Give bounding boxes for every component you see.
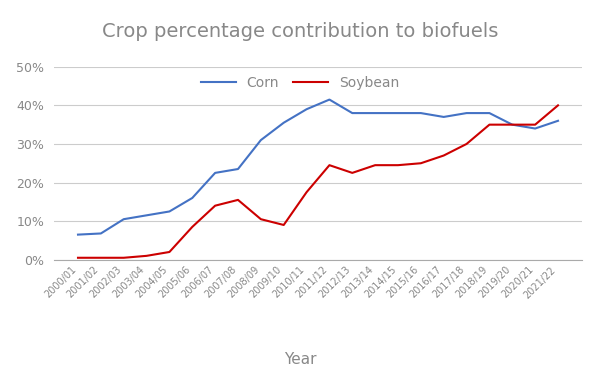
Corn (326, 97, 333, 102)
Corn (463, 111, 470, 115)
Line: Soybean: Soybean (78, 105, 558, 258)
Soybean (486, 122, 493, 127)
Corn (532, 126, 539, 131)
Corn (371, 111, 379, 115)
Soybean (166, 250, 173, 254)
Legend: Corn, Soybean: Corn, Soybean (195, 70, 405, 95)
Soybean (326, 163, 333, 167)
Corn (143, 213, 150, 217)
Soybean (440, 153, 448, 158)
Corn (417, 111, 424, 115)
Soybean (235, 198, 242, 202)
Corn (257, 138, 265, 142)
Soybean (394, 163, 401, 167)
Soybean (280, 223, 287, 227)
Soybean (188, 225, 196, 229)
Soybean (120, 256, 127, 260)
Soybean (509, 122, 516, 127)
Soybean (463, 142, 470, 146)
Soybean (554, 103, 562, 108)
Corn (349, 111, 356, 115)
Text: Year: Year (284, 352, 316, 367)
Corn (486, 111, 493, 115)
Soybean (212, 203, 219, 208)
Text: Crop percentage contribution to biofuels: Crop percentage contribution to biofuels (102, 22, 498, 41)
Corn (509, 122, 516, 127)
Corn (212, 171, 219, 175)
Corn (280, 121, 287, 125)
Corn (188, 196, 196, 200)
Corn (74, 232, 82, 237)
Corn (235, 167, 242, 171)
Soybean (97, 256, 104, 260)
Soybean (257, 217, 265, 221)
Soybean (417, 161, 424, 165)
Soybean (349, 171, 356, 175)
Soybean (532, 122, 539, 127)
Corn (440, 115, 448, 119)
Corn (120, 217, 127, 221)
Line: Corn: Corn (78, 99, 558, 234)
Corn (166, 209, 173, 214)
Corn (394, 111, 401, 115)
Soybean (143, 254, 150, 258)
Soybean (74, 256, 82, 260)
Soybean (303, 190, 310, 194)
Corn (554, 119, 562, 123)
Soybean (371, 163, 379, 167)
Corn (97, 231, 104, 236)
Corn (303, 107, 310, 111)
